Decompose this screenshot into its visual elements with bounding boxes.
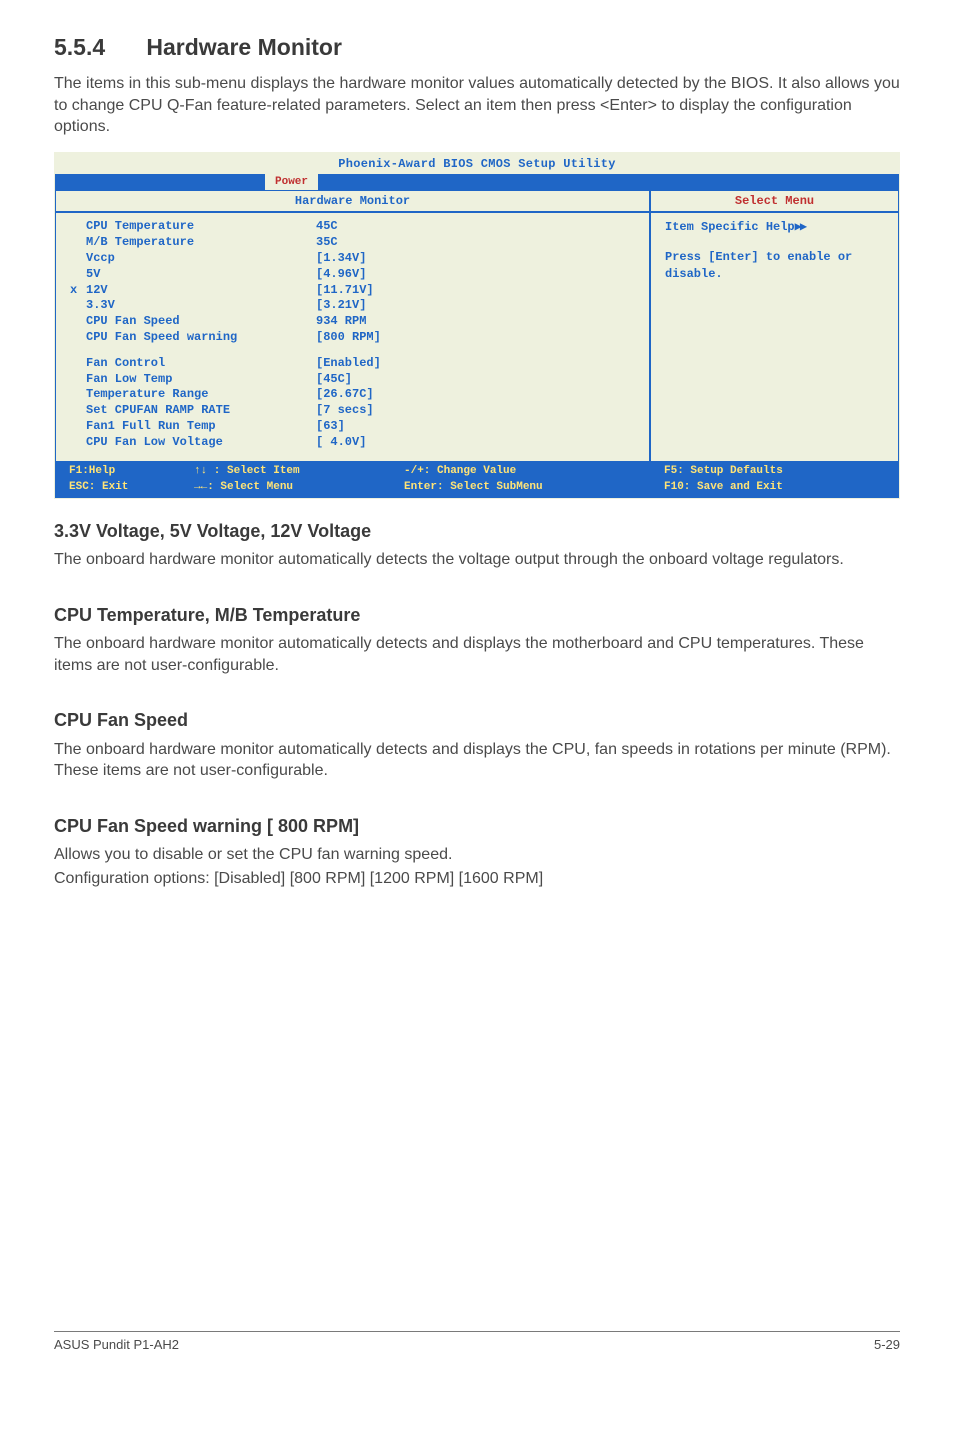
bios-item-row[interactable]: CPU Fan Speed934 RPM — [70, 314, 635, 330]
bios-item-label: CPU Fan Speed — [86, 314, 316, 330]
arrow-icon: ▶▶ — [795, 220, 805, 234]
subsection-paragraph: The onboard hardware monitor automatical… — [54, 633, 900, 676]
bios-menu-title: Select Menu — [650, 190, 899, 212]
subsection-paragraph: The onboard hardware monitor automatical… — [54, 549, 900, 571]
bios-item-row[interactable]: Fan Low Temp[45C] — [70, 372, 635, 388]
intro-paragraph: The items in this sub-menu displays the … — [54, 73, 900, 138]
bios-item-label: 12V — [86, 283, 316, 299]
bios-item-value: [800 RPM] — [316, 330, 635, 346]
footer-product: ASUS Pundit P1-AH2 — [54, 1336, 179, 1354]
bios-item-value: [63] — [316, 419, 635, 435]
bios-item-row[interactable]: CPU Fan Low Voltage[ 4.0V] — [70, 435, 635, 451]
footer-f5: F5: Setup Defaults — [664, 464, 885, 479]
footer-esc: ESC: Exit — [69, 480, 194, 495]
bios-item-row[interactable]: M/B Temperature35C — [70, 235, 635, 251]
bios-item-marker — [70, 330, 86, 346]
bios-item-row[interactable]: CPU Temperature45C — [70, 219, 635, 235]
bios-item-row[interactable]: Fan Control[Enabled] — [70, 356, 635, 372]
bios-panel-title: Hardware Monitor — [55, 190, 650, 212]
bios-item-row[interactable]: Vccp[1.34V] — [70, 251, 635, 267]
bios-help-body: Press [Enter] to enable or disable. — [665, 249, 884, 281]
section-heading: 5.5.4 Hardware Monitor — [54, 32, 900, 63]
bios-item-value: [ 4.0V] — [316, 435, 635, 451]
bios-footer: F1:Help ↑↓ : Select Item -/+: Change Val… — [55, 462, 899, 498]
bios-item-value: [45C] — [316, 372, 635, 388]
bios-item-label: CPU Fan Speed warning — [86, 330, 316, 346]
bios-item-label: Set CPUFAN RAMP RATE — [86, 403, 316, 419]
page-footer: ASUS Pundit P1-AH2 5-29 — [54, 1331, 900, 1354]
bios-item-marker — [70, 298, 86, 314]
footer-select-menu: →←: Select Menu — [194, 480, 404, 495]
footer-f10: F10: Save and Exit — [664, 480, 885, 495]
bios-item-label: Fan1 Full Run Temp — [86, 419, 316, 435]
bios-item-marker — [70, 419, 86, 435]
section-title: Hardware Monitor — [146, 34, 342, 60]
bios-tabbar: Power — [55, 174, 899, 190]
bios-item-label: Fan Control — [86, 356, 316, 372]
bios-item-marker — [70, 356, 86, 372]
bios-item-value: [26.67C] — [316, 387, 635, 403]
bios-item-marker: x — [70, 283, 86, 299]
bios-item-row[interactable]: 3.3V[3.21V] — [70, 298, 635, 314]
subsection-heading: CPU Fan Speed — [54, 708, 900, 732]
bios-item-label: Vccp — [86, 251, 316, 267]
footer-page-number: 5-29 — [874, 1336, 900, 1354]
bios-item-value: 45C — [316, 219, 635, 235]
subsection-paragraph: The onboard hardware monitor automatical… — [54, 739, 900, 782]
bios-items-panel: CPU Temperature45CM/B Temperature35CVccp… — [55, 212, 650, 462]
bios-item-row[interactable]: Fan1 Full Run Temp[63] — [70, 419, 635, 435]
section-number: 5.5.4 — [54, 32, 140, 63]
bios-item-value: 35C — [316, 235, 635, 251]
bios-item-row[interactable]: Temperature Range[26.67C] — [70, 387, 635, 403]
bios-title: Phoenix-Award BIOS CMOS Setup Utility — [55, 153, 899, 174]
bios-item-marker — [70, 372, 86, 388]
bios-item-marker — [70, 219, 86, 235]
bios-item-marker — [70, 267, 86, 283]
bios-item-label: 5V — [86, 267, 316, 283]
bios-help-panel: Item Specific Help▶▶ Press [Enter] to en… — [650, 212, 899, 462]
bios-item-label: 3.3V — [86, 298, 316, 314]
subsection-heading: CPU Temperature, M/B Temperature — [54, 603, 900, 627]
subsection-heading: CPU Fan Speed warning [ 800 RPM] — [54, 814, 900, 838]
bios-item-value: [Enabled] — [316, 356, 635, 372]
bios-tab-power[interactable]: Power — [265, 174, 318, 190]
footer-enter: Enter: Select SubMenu — [404, 480, 664, 495]
bios-item-label: Temperature Range — [86, 387, 316, 403]
bios-item-value: [4.96V] — [316, 267, 635, 283]
bios-help-title: Item Specific Help▶▶ — [665, 219, 884, 235]
bios-item-row[interactable]: x12V[11.71V] — [70, 283, 635, 299]
bios-item-label: M/B Temperature — [86, 235, 316, 251]
bios-item-marker — [70, 387, 86, 403]
bios-item-value: 934 RPM — [316, 314, 635, 330]
subsection-paragraph: Configuration options: [Disabled] [800 R… — [54, 868, 900, 890]
bios-item-label: Fan Low Temp — [86, 372, 316, 388]
bios-screenshot: Phoenix-Award BIOS CMOS Setup Utility Po… — [54, 152, 900, 499]
subsection-heading: 3.3V Voltage, 5V Voltage, 12V Voltage — [54, 519, 900, 543]
footer-change-value: -/+: Change Value — [404, 464, 664, 479]
bios-item-value: [1.34V] — [316, 251, 635, 267]
bios-item-marker — [70, 403, 86, 419]
bios-item-marker — [70, 251, 86, 267]
bios-item-row[interactable]: CPU Fan Speed warning[800 RPM] — [70, 330, 635, 346]
bios-item-label: CPU Temperature — [86, 219, 316, 235]
bios-item-value: [7 secs] — [316, 403, 635, 419]
bios-item-label: CPU Fan Low Voltage — [86, 435, 316, 451]
footer-select-item: ↑↓ : Select Item — [194, 464, 404, 479]
bios-item-marker — [70, 314, 86, 330]
bios-item-value: [3.21V] — [316, 298, 635, 314]
bios-item-value: [11.71V] — [316, 283, 635, 299]
footer-f1: F1:Help — [69, 464, 194, 479]
bios-item-marker — [70, 235, 86, 251]
bios-item-marker — [70, 435, 86, 451]
subsection-paragraph: Allows you to disable or set the CPU fan… — [54, 844, 900, 866]
bios-item-row[interactable]: 5V[4.96V] — [70, 267, 635, 283]
bios-item-row[interactable]: Set CPUFAN RAMP RATE[7 secs] — [70, 403, 635, 419]
